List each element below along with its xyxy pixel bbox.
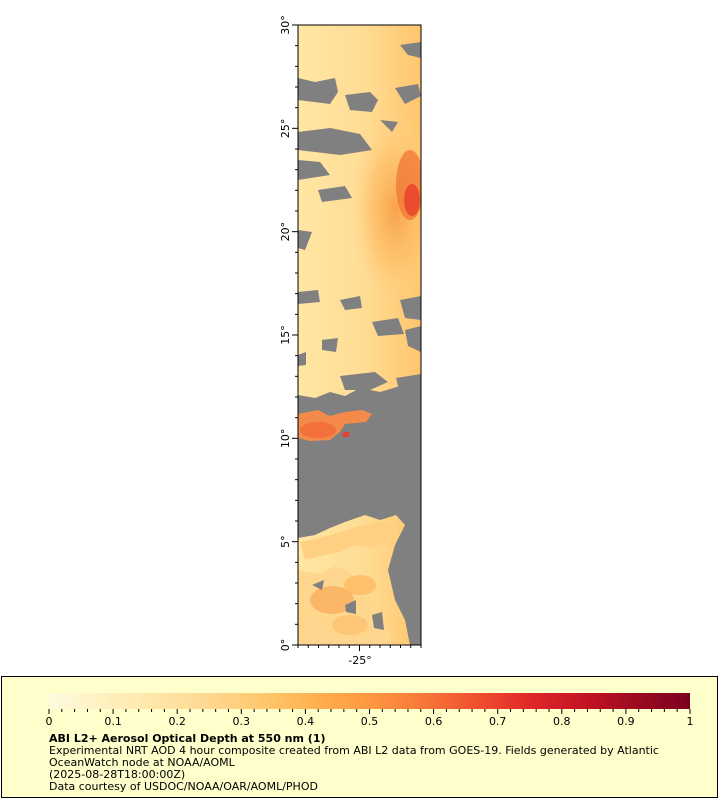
colorbar-tick-label: 0.2 bbox=[168, 715, 186, 728]
legend-panel: 0 0.1 0.2 0.3 0.4 0.5 0.6 0.7 0.8 0.9 1 ABI L2+ Ae… bbox=[1, 676, 718, 798]
lat-tick-label: 30° bbox=[279, 15, 292, 35]
map-panel: 0° 5° 10° 15° 20° 25° 30° -25° bbox=[279, 15, 422, 667]
colorbar-tick-label: 0 bbox=[46, 715, 53, 728]
lat-tick-label: 5° bbox=[279, 535, 292, 548]
colorbar-tick-label: 0.9 bbox=[617, 715, 635, 728]
legend-title: ABI L2+ Aerosol Optical Depth at 550 nm … bbox=[49, 732, 326, 745]
colorbar-tick-label: 0.8 bbox=[553, 715, 571, 728]
colorbar-tick-label: 1 bbox=[687, 715, 694, 728]
lon-tick-label: -25° bbox=[348, 654, 371, 667]
colorbar-tick-label: 0.6 bbox=[425, 715, 443, 728]
colorbar-tick-label: 0.7 bbox=[489, 715, 507, 728]
lat-tick-label: 20° bbox=[279, 222, 292, 242]
lat-tick-label: 25° bbox=[279, 119, 292, 139]
legend-description-line1: Experimental NRT AOD 4 hour composite cr… bbox=[49, 744, 659, 757]
colorbar: 0 0.1 0.2 0.3 0.4 0.5 0.6 0.7 0.8 0.9 1 bbox=[46, 693, 694, 728]
lat-tick-label: 0° bbox=[279, 639, 292, 652]
latitude-axis: 0° 5° 10° 15° 20° 25° 30° bbox=[279, 15, 298, 651]
colorbar-tick-label: 0.1 bbox=[104, 715, 122, 728]
map-image bbox=[298, 25, 421, 645]
lat-tick-label: 15° bbox=[279, 325, 292, 345]
aod-map: 0° 5° 10° 15° 20° 25° 30° -25° bbox=[279, 15, 422, 667]
colorbar-ticks: 0 0.1 0.2 0.3 0.4 0.5 0.6 0.7 0.8 0.9 1 bbox=[46, 709, 694, 728]
lat-tick-label: 10° bbox=[279, 429, 292, 449]
legend-timestamp: (2025-08-28T18:00:00Z) bbox=[49, 768, 186, 781]
legend-credit: Data courtesy of USDOC/NOAA/OAR/AOML/PHO… bbox=[49, 780, 318, 793]
colorbar-tick-label: 0.3 bbox=[233, 715, 251, 728]
colorbar-tick-label: 0.4 bbox=[297, 715, 315, 728]
colorbar-tick-label: 0.5 bbox=[361, 715, 379, 728]
legend-description-line2: OceanWatch node at NOAA/AOML bbox=[49, 756, 235, 769]
longitude-axis: -25° bbox=[297, 645, 422, 667]
colorbar-gradient bbox=[49, 693, 690, 709]
